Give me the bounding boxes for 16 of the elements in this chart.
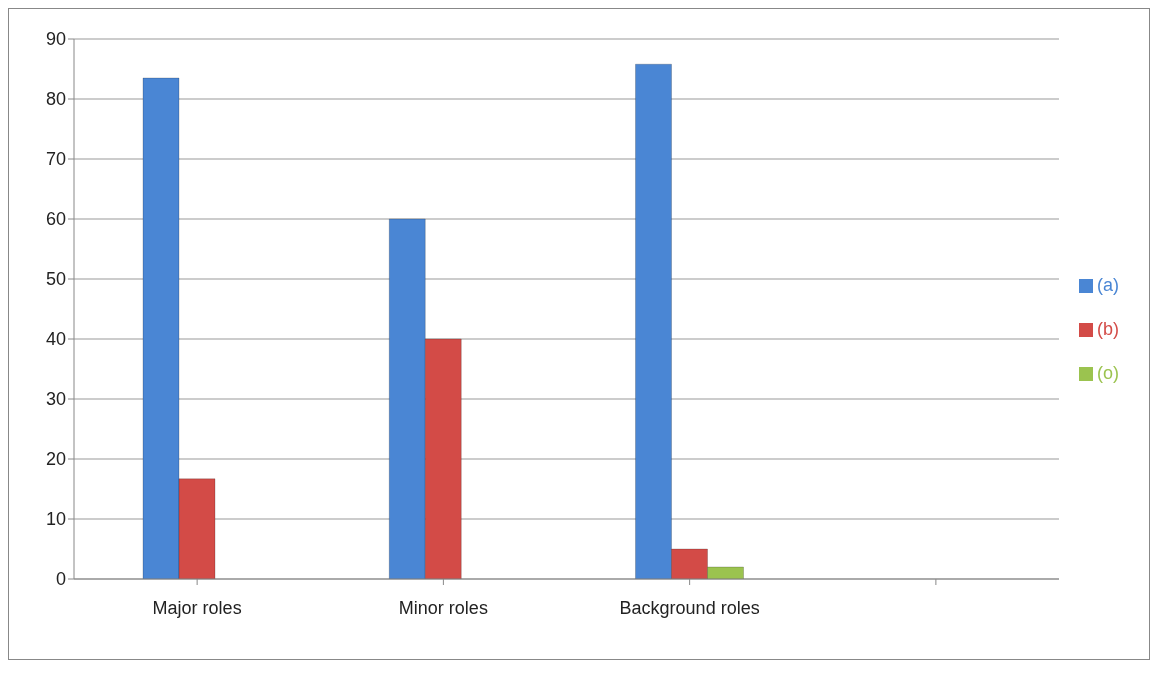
y-tick-label: 10 bbox=[45, 509, 66, 530]
y-tick-label: 20 bbox=[45, 449, 66, 470]
legend-label: (o) bbox=[1097, 363, 1119, 383]
legend-label: (a) bbox=[1097, 275, 1119, 295]
y-tick-label: 0 bbox=[55, 569, 66, 590]
legend-label: (b) bbox=[1097, 319, 1119, 339]
x-tick-label: Background roles bbox=[619, 597, 760, 618]
y-tick-label: 60 bbox=[45, 209, 66, 230]
y-tick-label: 90 bbox=[45, 29, 66, 50]
x-tick-label: Major roles bbox=[152, 597, 242, 618]
y-tick-label: 80 bbox=[45, 89, 66, 110]
y-tick-label: 70 bbox=[45, 149, 66, 170]
y-tick-label: 40 bbox=[45, 329, 66, 350]
y-tick-label: 50 bbox=[45, 269, 66, 290]
x-tick-label: Minor roles bbox=[398, 597, 488, 618]
y-tick-label: 30 bbox=[45, 389, 66, 410]
